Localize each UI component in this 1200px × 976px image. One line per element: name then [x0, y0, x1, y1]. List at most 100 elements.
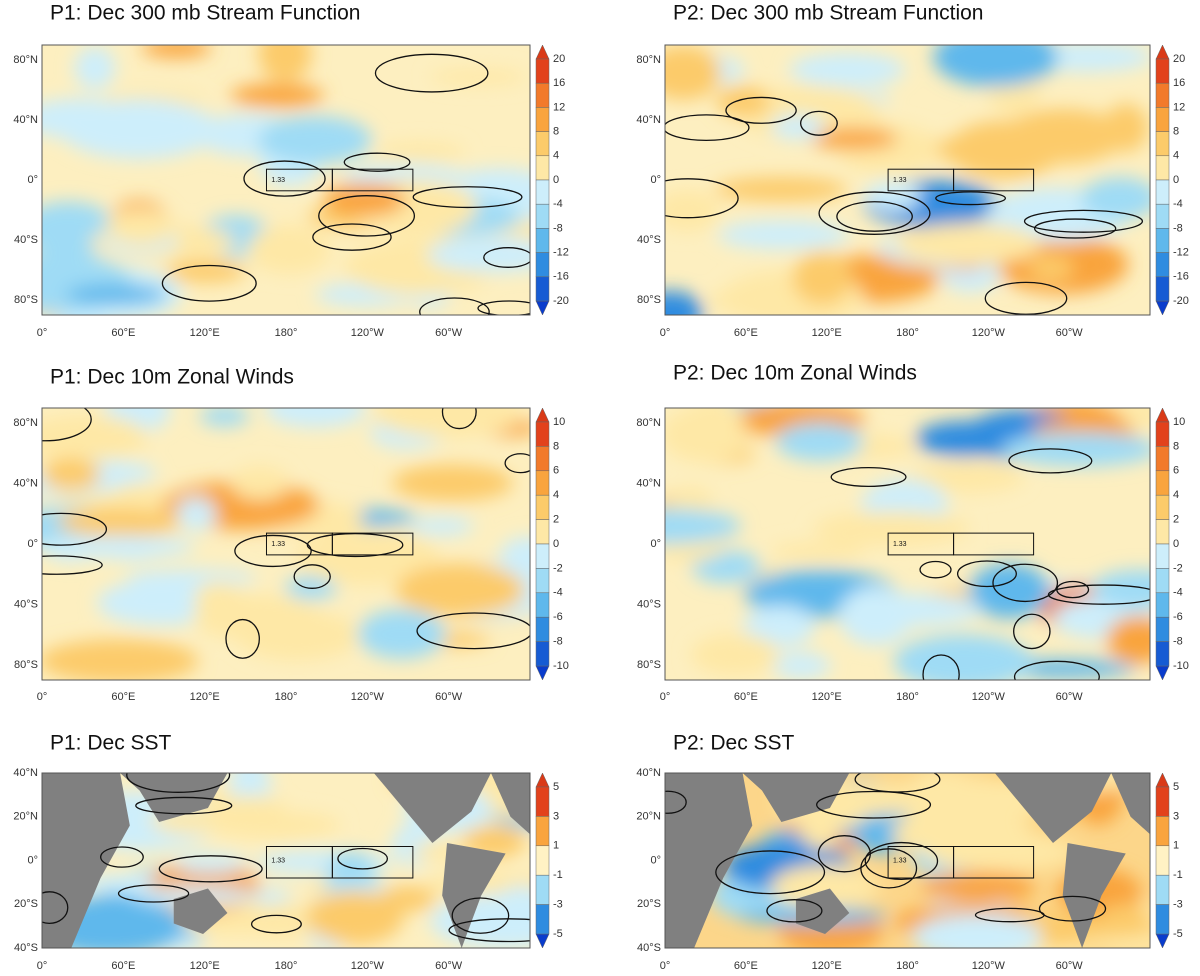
y-tick-label: 40°N: [13, 767, 38, 779]
x-tick-label: 0°: [660, 691, 671, 703]
contour: [312, 223, 392, 251]
colorbar-segment: [535, 816, 550, 847]
map-frame: [664, 44, 1151, 316]
region-box: [331, 846, 414, 879]
colorbar-segment: [1155, 107, 1170, 132]
contour: [412, 186, 523, 209]
colorbar-segment: [1155, 58, 1170, 84]
map-frame: [41, 772, 531, 949]
anomaly: [205, 810, 341, 840]
panel-title: P2: Dec 10m Zonal Winds: [673, 362, 917, 385]
y-tick-label: 40°N: [13, 477, 38, 489]
anomaly: [427, 237, 530, 273]
panel-title: P2: Dec 300 mb Stream Function: [673, 2, 983, 25]
colorbar-label: 4: [1173, 150, 1179, 162]
anomaly: [1104, 103, 1148, 152]
landmass: [490, 773, 530, 835]
anomaly: [665, 508, 742, 545]
colorbar-label: 16: [1173, 77, 1185, 89]
colorbar-segment: [1155, 131, 1170, 157]
anomaly: [258, 45, 312, 83]
x-tick-label: 60°W: [435, 960, 463, 971]
anomaly: [770, 864, 880, 910]
colorbar-label: 8: [1173, 440, 1179, 452]
colorbar-label: 20: [1173, 53, 1185, 65]
colorbar-label: 0: [553, 174, 559, 186]
colorbar-label: -4: [553, 198, 563, 210]
colorbar-segment: [535, 179, 550, 205]
anomaly: [716, 86, 771, 117]
x-tick-label: 60°E: [734, 691, 758, 703]
x-tick-label: 120°W: [972, 960, 1006, 971]
anomaly: [295, 528, 440, 586]
colorbar-arrow: [535, 407, 550, 423]
colorbar-arrow: [535, 300, 550, 316]
y-tick-label: 80°S: [637, 659, 661, 671]
region-box: [953, 532, 1035, 556]
contour: [818, 191, 931, 235]
colorbar-arrow: [535, 665, 550, 681]
colorbar-label: 2: [553, 514, 559, 526]
contour-label: 1.33: [271, 541, 285, 548]
colorbar-label: 20: [553, 53, 565, 65]
x-tick-label: 0°: [37, 960, 48, 971]
map-panel: P1: Dec 10m Zonal Winds 1.33 0° 60°E 120°E 18…: [13, 366, 569, 703]
y-tick-label: 80°N: [13, 54, 38, 66]
colorbar-segment: [535, 519, 550, 545]
anomaly: [770, 542, 866, 561]
anomaly: [665, 189, 721, 232]
contour: [1013, 613, 1051, 650]
anomalies: [665, 45, 1150, 315]
anomaly: [357, 609, 446, 659]
landmass: [442, 843, 506, 948]
contour: [919, 560, 952, 579]
land: [42, 773, 530, 948]
colorbar-label: -10: [553, 660, 569, 672]
contour-label: 1.33: [271, 177, 285, 184]
anomaly: [106, 209, 176, 246]
contour: [1038, 895, 1107, 922]
anomaly: [391, 464, 514, 502]
contour: [99, 846, 144, 868]
anomaly: [373, 408, 524, 438]
contour: [864, 841, 939, 881]
y-tick-label: 0°: [650, 538, 661, 550]
colorbar-arrow: [535, 44, 550, 60]
colorbar-label: 10: [1173, 416, 1185, 428]
contour: [243, 160, 326, 197]
anomaly: [792, 251, 853, 305]
contour: [504, 453, 530, 474]
anomaly: [490, 885, 530, 945]
colorbar-segment: [1155, 179, 1170, 205]
colorbar-segment: [1155, 904, 1170, 935]
colorbar-arrow: [1155, 407, 1170, 423]
colorbar-segment: [1155, 592, 1170, 618]
anomaly: [665, 46, 722, 100]
anomaly: [909, 778, 1037, 810]
contour: [1008, 448, 1093, 474]
anomaly: [230, 83, 325, 108]
y-tick-label: 80°N: [636, 417, 661, 429]
x-tick-label: 180°: [275, 327, 298, 339]
contour: [441, 408, 477, 430]
panel-title: P1: Dec SST: [50, 732, 172, 755]
contour: [42, 512, 108, 546]
landmass: [742, 773, 850, 822]
anomaly: [223, 795, 278, 819]
x-tick-label: 60°E: [734, 327, 758, 339]
colorbar-segment: [535, 616, 550, 642]
x-tick-label: 180°: [896, 691, 919, 703]
colorbar-segment: [535, 82, 550, 108]
contour: [956, 560, 1017, 588]
contour: [715, 850, 826, 895]
colorbar-label: -3: [553, 899, 563, 911]
anomaly: [74, 46, 116, 90]
anomaly: [1081, 177, 1150, 220]
colorbar-label: -8: [553, 222, 563, 234]
colorbar-segment: [535, 107, 550, 132]
anomaly: [682, 408, 745, 441]
colorbar-label: -4: [1173, 587, 1183, 599]
field: 1.33: [42, 408, 530, 680]
colorbar-segment: [535, 470, 550, 496]
